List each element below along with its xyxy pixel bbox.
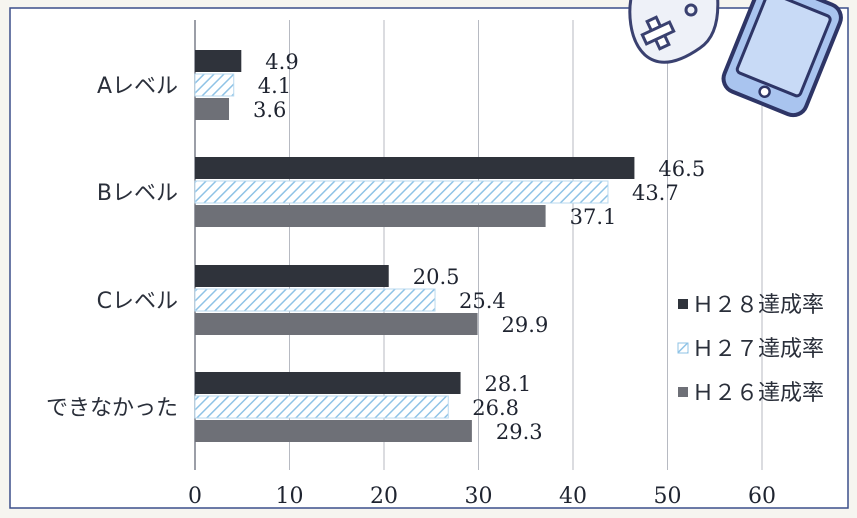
- legend-swatch: [678, 299, 688, 309]
- bars: [194, 50, 635, 442]
- legend-swatch: [678, 387, 688, 397]
- data-label: 37.1: [570, 205, 617, 229]
- legend-swatch: [677, 342, 689, 354]
- category-label: Bレベル: [97, 181, 178, 206]
- data-label: 25.4: [459, 289, 506, 313]
- x-tick-label: 0: [188, 484, 202, 509]
- bar: [195, 372, 461, 394]
- bar: [195, 50, 242, 72]
- data-label: 3.6: [253, 98, 286, 122]
- data-label: 28.1: [485, 372, 532, 396]
- bar: [194, 73, 235, 97]
- data-label: 20.5: [413, 265, 460, 289]
- data-label: 4.9: [265, 50, 298, 74]
- game-controller-icon: [628, 0, 720, 64]
- x-tick-label: 30: [465, 484, 493, 509]
- bar: [194, 288, 436, 312]
- data-labels: 4.9 46.5 20.5 28.1 4.1 43.7 25.4 26.8 3.6 37.1 29.…: [253, 50, 705, 444]
- smartphone-icon: [721, 0, 843, 118]
- data-label: 4.1: [258, 74, 291, 98]
- data-label: 29.3: [496, 420, 543, 444]
- category-label: Cレベル: [97, 289, 178, 314]
- category-label: Aレベル: [97, 74, 178, 99]
- legend-label: Ｈ２８達成率: [692, 293, 824, 318]
- legend-label: Ｈ２６達成率: [692, 381, 824, 406]
- legend: Ｈ２８達成率 Ｈ２７達成率 Ｈ２６達成率: [677, 293, 824, 406]
- data-label: 46.5: [658, 157, 705, 181]
- x-tick-label: 60: [748, 484, 776, 509]
- bar: [194, 180, 609, 204]
- bar: [194, 395, 449, 419]
- bar: [195, 157, 635, 179]
- bar: [195, 205, 546, 227]
- legend-label: Ｈ２７達成率: [692, 337, 824, 362]
- x-tick-label: 10: [276, 484, 304, 509]
- data-label: 26.8: [472, 396, 519, 420]
- x-tick-label: 40: [559, 484, 587, 509]
- bar: [195, 98, 230, 120]
- bar: [195, 420, 472, 442]
- bar: [195, 265, 389, 287]
- data-label: 43.7: [632, 181, 679, 205]
- x-tick-label: 20: [370, 484, 398, 509]
- data-label: 29.9: [502, 313, 549, 337]
- bar: [195, 313, 478, 335]
- x-tick-labels: 0 10 20 30 40 50 60: [188, 484, 776, 509]
- x-tick-label: 50: [654, 484, 682, 509]
- category-label: できなかった: [46, 396, 178, 421]
